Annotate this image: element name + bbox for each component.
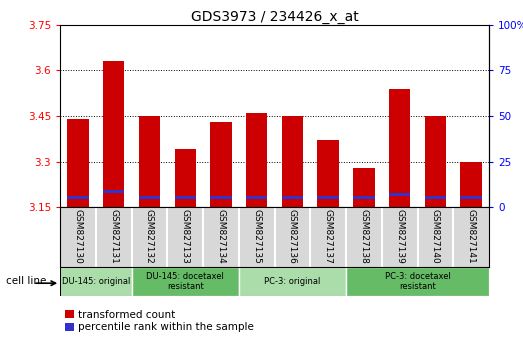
Bar — [103, 190, 124, 193]
Text: GSM827130: GSM827130 — [74, 209, 83, 264]
Bar — [246, 113, 267, 207]
Title: GDS3973 / 234426_x_at: GDS3973 / 234426_x_at — [191, 10, 358, 24]
Bar — [425, 196, 446, 200]
Bar — [60, 267, 132, 296]
Bar — [210, 196, 232, 200]
Bar — [460, 196, 482, 200]
Bar — [67, 119, 89, 207]
Bar — [175, 196, 196, 200]
Bar — [460, 161, 482, 207]
Text: PC-3: docetaxel
resistant: PC-3: docetaxel resistant — [384, 272, 450, 291]
Bar — [346, 267, 489, 296]
Text: DU-145: docetaxel
resistant: DU-145: docetaxel resistant — [146, 272, 224, 291]
Text: GSM827134: GSM827134 — [217, 209, 225, 264]
Bar — [389, 193, 411, 196]
Bar — [175, 149, 196, 207]
Text: GSM827141: GSM827141 — [467, 209, 475, 264]
Text: GSM827137: GSM827137 — [324, 209, 333, 264]
Bar — [139, 196, 160, 200]
Bar — [246, 196, 267, 200]
Bar — [103, 61, 124, 207]
Text: GSM827140: GSM827140 — [431, 209, 440, 264]
Text: GSM827139: GSM827139 — [395, 209, 404, 264]
Text: cell line: cell line — [6, 276, 47, 286]
Bar — [239, 267, 346, 296]
Text: PC-3: original: PC-3: original — [264, 277, 321, 286]
Bar — [353, 196, 374, 200]
Text: GSM827131: GSM827131 — [109, 209, 118, 264]
Bar — [353, 167, 374, 207]
Text: DU-145: original: DU-145: original — [62, 277, 130, 286]
Bar — [389, 88, 411, 207]
Bar — [317, 196, 339, 200]
Text: GSM827132: GSM827132 — [145, 209, 154, 264]
Bar — [132, 267, 239, 296]
Text: GSM827133: GSM827133 — [181, 209, 190, 264]
Bar — [139, 116, 160, 207]
Bar — [282, 116, 303, 207]
Bar — [282, 196, 303, 200]
Bar — [425, 116, 446, 207]
Bar — [317, 140, 339, 207]
Text: GSM827135: GSM827135 — [252, 209, 261, 264]
Bar — [210, 122, 232, 207]
Text: GSM827136: GSM827136 — [288, 209, 297, 264]
Legend: transformed count, percentile rank within the sample: transformed count, percentile rank withi… — [65, 310, 254, 332]
Bar — [67, 196, 89, 200]
Text: GSM827138: GSM827138 — [359, 209, 368, 264]
